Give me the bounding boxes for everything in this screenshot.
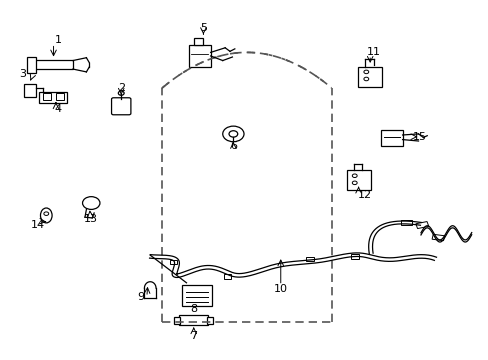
Circle shape [351, 174, 356, 177]
Text: 8: 8 [190, 304, 197, 314]
Text: 11: 11 [366, 47, 380, 57]
Bar [43, 93, 51, 100]
FancyBboxPatch shape [357, 67, 382, 87]
Bar [350, 255, 358, 259]
Text: 12: 12 [358, 190, 372, 200]
FancyBboxPatch shape [174, 317, 180, 324]
Bar [223, 274, 231, 279]
Circle shape [363, 77, 368, 81]
Text: 14: 14 [31, 220, 45, 230]
Text: 3: 3 [20, 69, 26, 79]
Circle shape [82, 197, 100, 210]
FancyBboxPatch shape [23, 84, 36, 97]
Circle shape [228, 131, 237, 137]
Ellipse shape [41, 208, 52, 223]
FancyBboxPatch shape [32, 60, 73, 69]
Text: 7: 7 [190, 331, 197, 341]
FancyBboxPatch shape [346, 170, 370, 190]
FancyBboxPatch shape [39, 92, 67, 103]
Circle shape [118, 91, 124, 95]
Bar [305, 257, 313, 261]
Text: 15: 15 [412, 132, 426, 142]
Circle shape [44, 212, 49, 215]
Text: 4: 4 [55, 104, 62, 114]
Text: 6: 6 [229, 141, 236, 151]
FancyBboxPatch shape [380, 130, 402, 145]
Bar [169, 260, 177, 264]
Circle shape [223, 126, 244, 142]
FancyBboxPatch shape [193, 38, 203, 45]
FancyBboxPatch shape [179, 315, 208, 325]
FancyBboxPatch shape [188, 45, 210, 67]
Bar [400, 220, 411, 225]
Bar [431, 234, 444, 241]
Text: 5: 5 [200, 23, 206, 33]
Circle shape [351, 181, 356, 185]
Text: 2: 2 [118, 83, 124, 93]
Text: 13: 13 [84, 214, 98, 224]
FancyBboxPatch shape [207, 317, 213, 324]
Bar [415, 221, 428, 229]
Text: 1: 1 [55, 35, 62, 45]
Circle shape [363, 70, 368, 74]
Bar [56, 93, 64, 100]
FancyBboxPatch shape [111, 98, 131, 115]
Text: 9: 9 [137, 292, 144, 302]
FancyBboxPatch shape [181, 285, 211, 306]
Text: 10: 10 [273, 284, 287, 294]
FancyBboxPatch shape [27, 57, 36, 73]
